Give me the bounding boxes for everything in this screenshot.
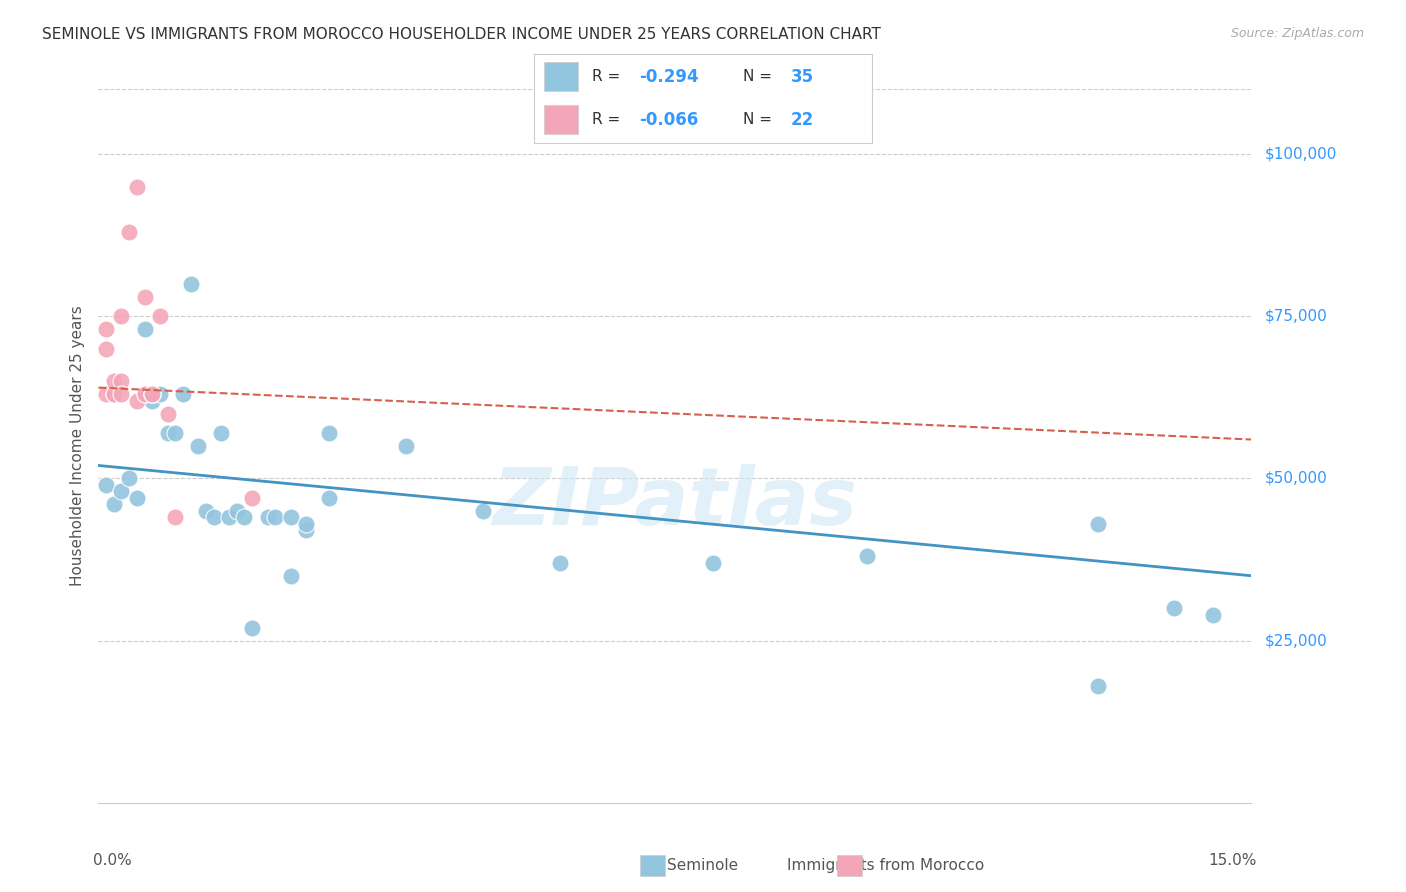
Point (141, 387, 163, 401)
Text: $50,000: $50,000 (1265, 471, 1329, 486)
Point (94, 478, 117, 492)
Text: -0.294: -0.294 (638, 68, 699, 86)
Point (134, 387, 156, 401)
Text: R =: R = (592, 70, 624, 84)
Text: 0.0%: 0.0% (93, 853, 131, 868)
Point (156, 407, 179, 421)
Point (1202, 607, 1225, 622)
Point (240, 491, 263, 505)
FancyBboxPatch shape (544, 62, 578, 91)
Text: $100,000: $100,000 (1265, 146, 1337, 161)
Point (94, 387, 117, 401)
Point (110, 374, 132, 388)
Point (1087, 679, 1109, 693)
Point (218, 510, 240, 524)
Text: -0.066: -0.066 (638, 111, 699, 128)
Text: 15.0%: 15.0% (1209, 853, 1257, 868)
Point (110, 310, 132, 324)
Point (156, 425, 179, 440)
Text: N =: N = (744, 112, 778, 127)
Point (172, 387, 194, 401)
Point (1087, 516, 1109, 531)
Point (180, 277, 202, 291)
Point (471, 504, 494, 518)
Point (141, 387, 163, 401)
Point (103, 387, 125, 401)
Text: SEMINOLE VS IMMIGRANTS FROM MOROCCO HOUSEHOLDER INCOME UNDER 25 YEARS CORRELATIO: SEMINOLE VS IMMIGRANTS FROM MOROCCO HOUS… (42, 27, 882, 42)
Point (118, 471, 141, 485)
Point (94, 322, 117, 336)
Text: Source: ZipAtlas.com: Source: ZipAtlas.com (1230, 27, 1364, 40)
Text: $25,000: $25,000 (1265, 633, 1329, 648)
Point (187, 439, 209, 453)
Point (256, 510, 278, 524)
Point (318, 491, 340, 505)
Point (110, 387, 132, 401)
Point (702, 556, 724, 570)
Point (103, 374, 125, 388)
Point (125, 179, 148, 194)
Point (280, 568, 302, 582)
Text: $75,000: $75,000 (1265, 309, 1329, 324)
Point (264, 510, 287, 524)
Text: Seminole: Seminole (668, 858, 738, 872)
Point (103, 387, 125, 401)
Y-axis label: Householder Income Under 25 years: Householder Income Under 25 years (69, 306, 84, 586)
Point (103, 497, 125, 511)
Point (240, 621, 263, 635)
Point (141, 387, 163, 401)
Text: 35: 35 (790, 68, 814, 86)
Point (149, 387, 172, 401)
Point (209, 425, 232, 440)
Point (141, 393, 163, 408)
Point (233, 510, 256, 524)
Point (295, 524, 318, 538)
Point (548, 556, 571, 570)
Point (165, 510, 187, 524)
Point (1163, 601, 1185, 615)
Point (318, 425, 340, 440)
Text: R =: R = (592, 112, 624, 127)
Point (202, 510, 225, 524)
FancyBboxPatch shape (544, 105, 578, 134)
Point (134, 387, 156, 401)
Point (195, 504, 218, 518)
Point (125, 491, 148, 505)
Text: Immigrants from Morocco: Immigrants from Morocco (787, 858, 984, 872)
Point (165, 425, 187, 440)
Point (280, 510, 302, 524)
Text: N =: N = (744, 70, 778, 84)
Point (125, 393, 148, 408)
Point (134, 322, 156, 336)
Point (134, 290, 156, 304)
Point (149, 310, 172, 324)
Point (225, 504, 247, 518)
Point (295, 516, 318, 531)
Point (118, 225, 141, 239)
Point (94, 342, 117, 356)
Point (395, 439, 418, 453)
Point (856, 549, 879, 564)
Text: ZIPatlas: ZIPatlas (492, 464, 858, 542)
Text: 22: 22 (790, 111, 814, 128)
Point (110, 484, 132, 499)
